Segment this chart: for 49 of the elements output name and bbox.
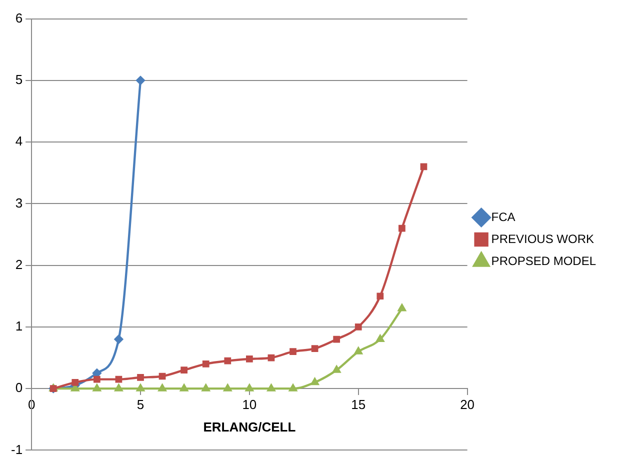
y-tick-label: 3 xyxy=(15,195,23,210)
point xyxy=(245,384,254,392)
point xyxy=(224,357,232,364)
point xyxy=(136,384,144,392)
x-axis-title: ERLANG/CELL xyxy=(203,420,296,435)
point xyxy=(268,354,275,362)
point xyxy=(136,76,145,85)
x-tick-label: 10 xyxy=(242,396,257,412)
point xyxy=(202,384,210,392)
point xyxy=(202,360,210,368)
point xyxy=(224,384,232,392)
y-tick-label: 2 xyxy=(15,256,23,272)
y-tick-label: 4 xyxy=(15,134,23,149)
x-tick-label: 5 xyxy=(136,396,144,412)
point xyxy=(180,366,188,374)
point xyxy=(115,376,122,383)
y-tick-label: 5 xyxy=(15,72,23,88)
point xyxy=(93,376,100,383)
point xyxy=(398,224,406,232)
point xyxy=(398,304,406,312)
point xyxy=(72,378,79,386)
legend-label: FCA xyxy=(491,210,516,224)
point xyxy=(114,334,124,344)
x-tick-label: 15 xyxy=(351,396,366,412)
point xyxy=(333,336,340,343)
x-tick-label: 20 xyxy=(460,396,475,412)
point xyxy=(420,163,428,170)
point xyxy=(180,384,188,392)
point xyxy=(354,347,362,354)
point xyxy=(158,372,166,380)
point xyxy=(137,374,144,381)
point xyxy=(311,345,318,352)
y-tick-label: 0 xyxy=(15,380,23,396)
point xyxy=(289,384,297,392)
point xyxy=(92,384,101,392)
y-tick-label: -1 xyxy=(10,442,23,457)
point xyxy=(376,292,384,300)
point xyxy=(354,324,362,330)
point xyxy=(158,384,166,392)
point xyxy=(246,356,253,362)
point xyxy=(376,334,384,342)
point xyxy=(267,384,276,392)
point xyxy=(114,384,123,392)
point xyxy=(290,348,296,356)
y-tick-label: 1 xyxy=(15,318,23,334)
legend-label: PROPSED MODEL xyxy=(491,254,596,268)
legend-label: PREVIOUS WORK xyxy=(491,232,594,246)
point xyxy=(332,366,341,373)
y-tick-label: 6 xyxy=(15,10,23,26)
